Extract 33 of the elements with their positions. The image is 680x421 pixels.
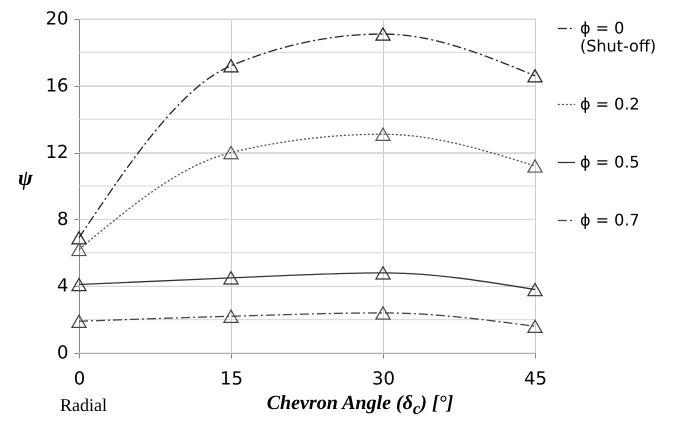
point [71,314,87,328]
point [527,320,543,334]
y-tick-label: 16 [46,75,68,96]
point [71,242,87,256]
point [223,59,239,72]
point [375,128,391,141]
x-tick-label: 0 [74,368,86,390]
y-tick-label: 8 [57,208,68,230]
point [223,146,239,160]
y-tick-label: 4 [57,276,68,297]
legend-label: ϕ = 0.2 [580,94,640,114]
point [375,306,391,320]
point [527,69,543,83]
x-tick-label: 15 [220,368,243,390]
legend-label: ϕ = 0.7 [580,210,640,230]
legend-label: ϕ = 0 (Shut-off) [580,18,656,56]
point [527,159,543,173]
point [71,278,87,292]
point [223,310,239,323]
x-axis-title: Chevron Angle (δ$_{c}$) [°] [266,392,454,419]
y-axis-title: ψ [18,165,33,191]
x-tick-label: 45 [524,368,547,390]
point [375,266,391,280]
point [71,231,87,244]
point [375,27,391,41]
legend-label: ϕ = 0.5 [580,152,640,172]
text: Radial [60,395,107,416]
y-tick-label: 0 [57,342,68,364]
point [223,271,239,285]
x-tick-label: 30 [372,368,395,390]
y-tick-label: 20 [46,8,68,30]
point [527,282,543,296]
y-tick-label: 12 [46,142,68,164]
